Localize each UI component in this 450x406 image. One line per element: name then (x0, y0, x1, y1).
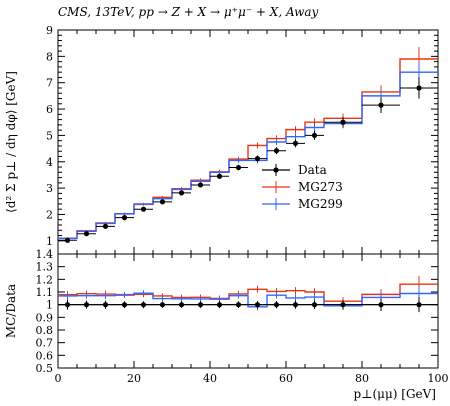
ratio-y-tick-label: 1 (46, 299, 53, 312)
data-ratio-point (159, 302, 166, 308)
data-ratio-point (311, 302, 318, 308)
data-ratio-point (102, 302, 109, 308)
y-tick-label: 8 (46, 50, 53, 63)
ratio-y-axis: 0.50.60.70.80.911.11.21.31.4 (36, 248, 438, 375)
data-point (121, 215, 128, 221)
y-tick-label: 7 (46, 77, 53, 90)
data-point (216, 173, 223, 179)
data-point (340, 119, 346, 125)
data-ratio-point (254, 302, 261, 308)
x-tick-label: 0 (55, 372, 62, 385)
data-point (292, 140, 299, 146)
legend: Data MG273 MG299 (262, 163, 343, 211)
x-tick-label: 20 (127, 372, 141, 385)
legend-mg273-label: MG273 (298, 180, 343, 194)
main-panel: 1 2 3 4 5 6 7 8 9 Data MG273 MG299 (46, 24, 439, 255)
data-ratio-point (64, 302, 71, 308)
ratio-y-tick-label: 0.6 (36, 349, 54, 362)
ratio-y-tick-label: 1.2 (36, 273, 54, 286)
ratio-y-tick-label: 1.4 (36, 248, 54, 261)
ratio-series-group (58, 275, 438, 313)
data-ratio-point (416, 302, 422, 308)
y-tick-label: 3 (46, 182, 53, 195)
data-point (235, 164, 242, 171)
ratio-panel: 0.50.60.70.80.911.11.21.31.4 0 20 40 60 80 10… (36, 30, 449, 385)
y-tick-label: 4 (46, 156, 53, 169)
mg299-ratio-histogram (58, 292, 438, 308)
data-point (140, 206, 147, 212)
data-point (378, 102, 384, 108)
legend-data-marker (273, 167, 279, 173)
ratio-y-tick-label: 0.9 (36, 311, 54, 324)
data-point (178, 190, 185, 196)
y-tick-label: 2 (46, 208, 53, 221)
legend-data-label: Data (298, 163, 327, 177)
data-ratio-point (140, 302, 147, 308)
y-axis-label: ⟨d² Σ p⊥ / dη dφ⟩ [GeV] (4, 71, 18, 213)
x-axis: 0 20 40 60 80 100 (55, 30, 449, 385)
data-ratio-point (121, 302, 128, 308)
y-tick-label: 5 (46, 129, 53, 142)
data-ratio-point (340, 302, 346, 308)
x-tick-label: 80 (355, 372, 369, 385)
data-ratio-point (235, 302, 242, 308)
data-ratio-point (83, 302, 90, 308)
ratio-y-tick-label: 0.5 (36, 362, 54, 375)
main-y-axis: 1 2 3 4 5 6 7 8 9 (46, 24, 438, 248)
y-tick-label: 6 (46, 103, 53, 116)
data-point (254, 156, 261, 162)
main-series-group (58, 47, 438, 243)
data-point (159, 199, 166, 205)
ratio-y-axis-label: MC/Data (4, 284, 18, 338)
ratio-y-tick-label: 0.7 (36, 337, 54, 350)
ratio-y-tick-label: 1.1 (36, 286, 54, 299)
ratio-y-tick-label: 0.8 (36, 324, 54, 337)
y-tick-label: 1 (46, 235, 53, 248)
mg299-histogram (58, 71, 438, 240)
data-ratio-point (273, 302, 280, 308)
data-point (273, 148, 280, 154)
data-point (311, 132, 318, 139)
data-ratio-point (292, 302, 299, 308)
x-tick-label: 60 (279, 372, 293, 385)
data-point (197, 182, 204, 188)
x-axis-label: p⊥(μμ) [GeV] (354, 387, 436, 401)
data-point (83, 231, 90, 237)
y-tick-label: 9 (46, 24, 53, 37)
ratio-y-tick-label: 1.3 (36, 261, 54, 274)
x-tick-label: 100 (428, 372, 449, 385)
data-ratio-point (178, 302, 185, 308)
chart-title: CMS, 13TeV, pp → Z + X → μ⁺μ⁻ + X, Away (58, 5, 319, 19)
x-tick-label: 40 (203, 372, 217, 385)
data-point (64, 237, 71, 243)
data-point (416, 85, 422, 91)
legend-mg299-label: MG299 (298, 197, 343, 211)
data-ratio-point (197, 302, 204, 308)
data-point (102, 223, 109, 229)
data-ratio-point (378, 302, 384, 308)
ratio-frame (57, 253, 439, 369)
data-ratio-point (216, 302, 223, 308)
